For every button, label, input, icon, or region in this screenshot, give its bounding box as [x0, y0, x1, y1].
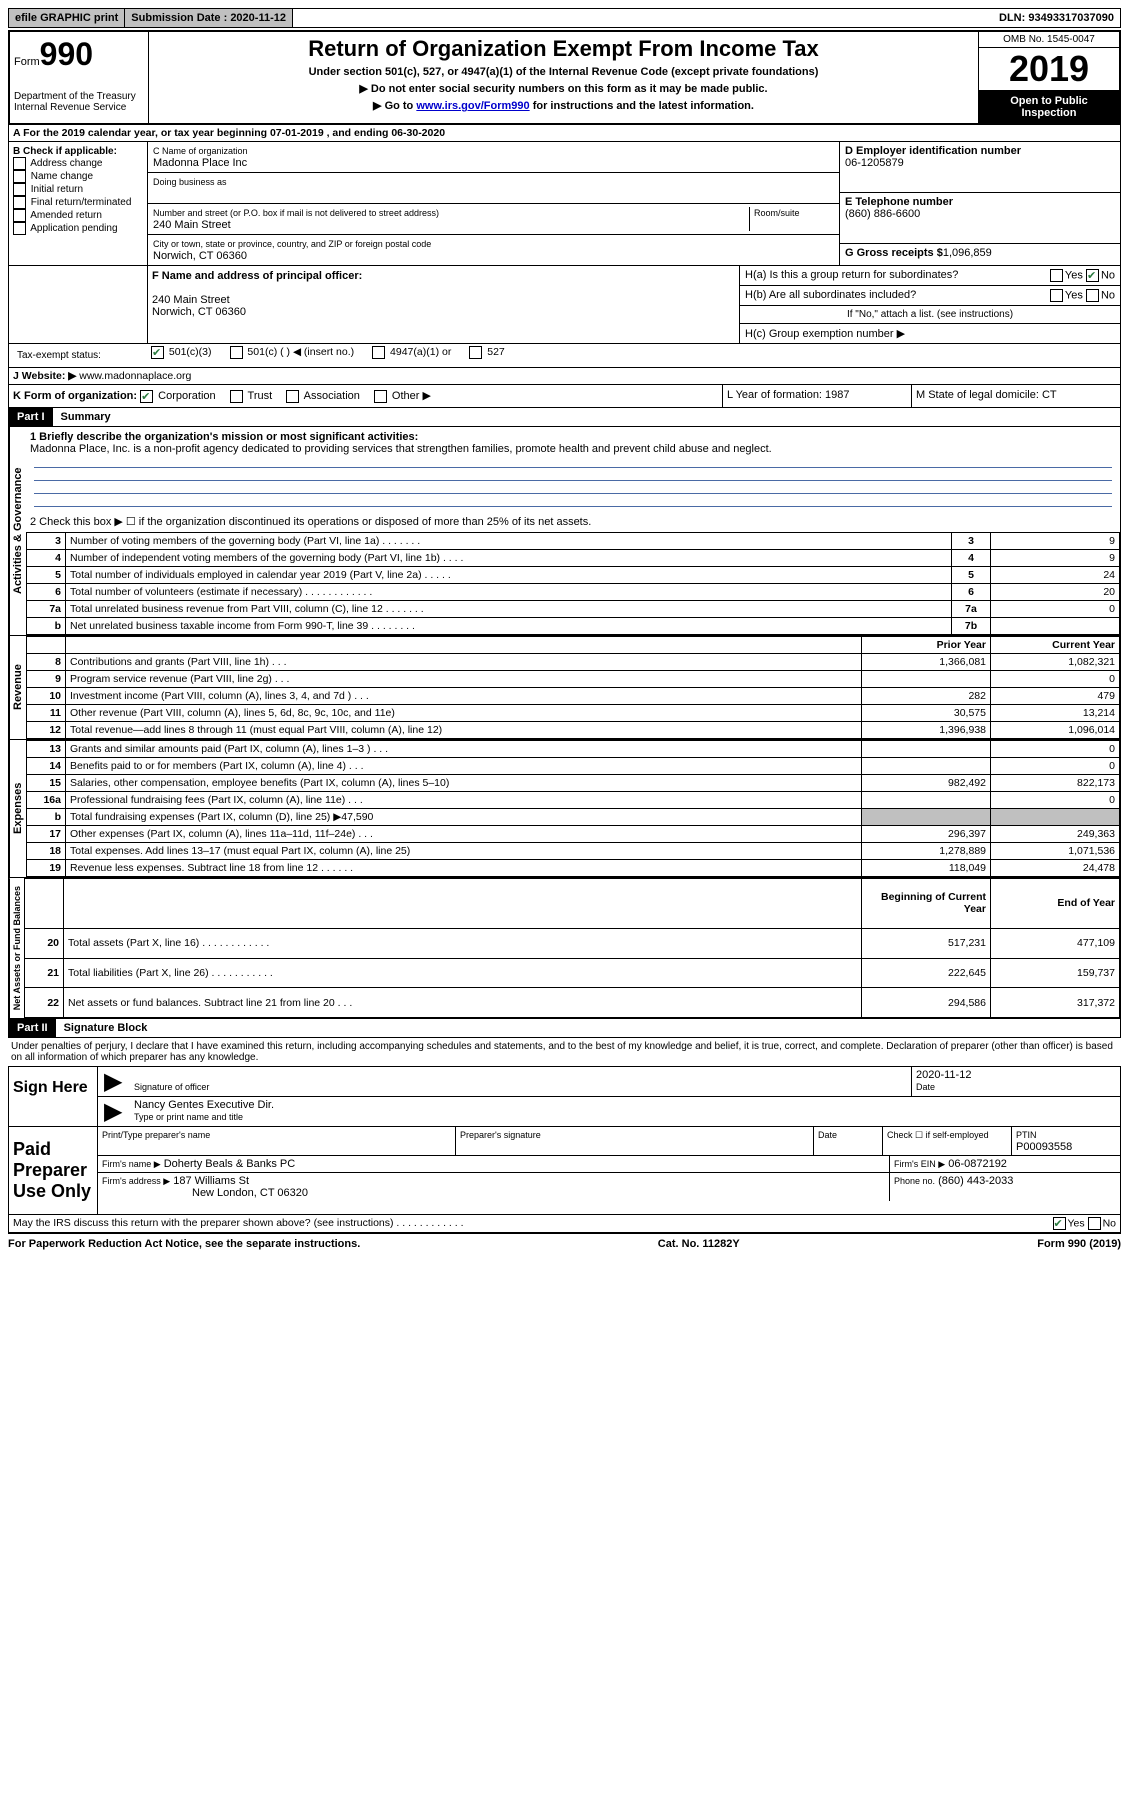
column-d-e-g: D Employer identification number06-12058… — [839, 142, 1120, 265]
mission-text: Madonna Place, Inc. is a non-profit agen… — [30, 443, 772, 455]
section-f-h: F Name and address of principal officer:… — [8, 266, 1121, 344]
discuss-no-checkbox[interactable] — [1088, 1217, 1101, 1230]
open-to-public: Open to Public Inspection — [979, 91, 1119, 123]
subtitle-2: ▶ Do not enter social security numbers o… — [153, 82, 974, 95]
tax-year: 2019 — [979, 48, 1119, 91]
org-address: 240 Main Street — [153, 219, 231, 231]
governance-label: Activities & Governance — [9, 427, 26, 635]
governance-block: Activities & Governance 1 Briefly descri… — [8, 427, 1121, 636]
column-b: B Check if applicable: Address change Na… — [9, 142, 148, 265]
expenses-label: Expenses — [9, 740, 26, 877]
netassets-label: Net Assets or Fund Balances — [9, 878, 24, 1018]
section-b-to-g: B Check if applicable: Address change Na… — [8, 142, 1121, 266]
dept-treasury: Department of the Treasury — [14, 91, 144, 102]
line-a: A For the 2019 calendar year, or tax yea… — [8, 125, 1121, 142]
tax-status-checkbox[interactable] — [469, 346, 482, 359]
officer-addr1: 240 Main Street — [152, 294, 230, 306]
submission-date-button[interactable]: Submission Date : 2020-11-12 — [125, 9, 293, 27]
officer-name: Nancy Gentes Executive Dir. — [134, 1099, 274, 1111]
firm-ein: 06-0872192 — [948, 1158, 1007, 1170]
paid-preparer-block: Paid Preparer Use Only Print/Type prepar… — [8, 1127, 1121, 1215]
header-center: Return of Organization Exempt From Incom… — [149, 32, 978, 123]
org-form-checkbox[interactable] — [374, 390, 387, 403]
gross-receipts: 1,096,859 — [943, 247, 992, 259]
top-bar: efile GRAPHIC print Submission Date : 20… — [8, 8, 1121, 28]
irs-link[interactable]: www.irs.gov/Form990 — [416, 100, 529, 112]
dln-label: DLN: 93493317037090 — [993, 9, 1120, 27]
page-footer: For Paperwork Reduction Act Notice, see … — [8, 1233, 1121, 1254]
header-right: OMB No. 1545-0047 2019 Open to Public In… — [978, 32, 1119, 123]
b-checkbox[interactable] — [13, 196, 26, 209]
tax-exempt-row: Tax-exempt status: 501(c)(3) 501(c) ( ) … — [8, 344, 1121, 368]
officer-addr2: Norwich, CT 06360 — [152, 306, 246, 318]
k-l-m-row: K Form of organization: Corporation Trus… — [8, 385, 1121, 408]
netassets-block: Net Assets or Fund Balances Beginning of… — [8, 878, 1121, 1019]
declaration-text: Under penalties of perjury, I declare th… — [8, 1038, 1121, 1066]
firm-name: Doherty Beals & Banks PC — [164, 1158, 295, 1170]
form-number: 990 — [40, 36, 93, 72]
hb-no-checkbox[interactable] — [1086, 289, 1099, 302]
omb-number: OMB No. 1545-0047 — [979, 32, 1119, 48]
subtitle-1: Under section 501(c), 527, or 4947(a)(1)… — [153, 66, 974, 78]
org-form-checkbox[interactable] — [286, 390, 299, 403]
part2-header: Part II Signature Block — [8, 1019, 1121, 1038]
ein-value: 06-1205879 — [845, 157, 904, 169]
tax-status-checkbox[interactable] — [230, 346, 243, 359]
org-city: Norwich, CT 06360 — [153, 250, 247, 262]
tax-status-checkbox[interactable] — [151, 346, 164, 359]
part1-header: Part I Summary — [8, 408, 1121, 427]
b-checkbox[interactable] — [13, 209, 26, 222]
form-header: Form990 Department of the Treasury Inter… — [8, 30, 1121, 125]
firm-phone: (860) 443-2033 — [938, 1175, 1013, 1187]
phone-value: (860) 886-6600 — [845, 208, 920, 220]
org-form-checkbox[interactable] — [230, 390, 243, 403]
b-checkbox[interactable] — [13, 157, 26, 170]
dept-irs: Internal Revenue Service — [14, 102, 144, 113]
b-checkbox[interactable] — [13, 183, 26, 196]
ha-no-checkbox[interactable] — [1086, 269, 1099, 282]
org-name: Madonna Place Inc — [153, 157, 247, 169]
header-left: Form990 Department of the Treasury Inter… — [10, 32, 149, 123]
hb-yes-checkbox[interactable] — [1050, 289, 1063, 302]
revenue-label: Revenue — [9, 636, 26, 739]
year-formation: L Year of formation: 1987 — [722, 385, 911, 407]
expenses-block: Expenses 13Grants and similar amounts pa… — [8, 740, 1121, 878]
tax-status-checkbox[interactable] — [372, 346, 385, 359]
website-link[interactable]: www.madonnaplace.org — [79, 370, 191, 382]
sign-here-block: Sign Here ▶ Signature of officer 2020-11… — [8, 1066, 1121, 1127]
revenue-block: Revenue Prior YearCurrent Year8Contribut… — [8, 636, 1121, 740]
ha-yes-checkbox[interactable] — [1050, 269, 1063, 282]
column-c: C Name of organizationMadonna Place Inc … — [148, 142, 839, 265]
subtitle-3: ▶ Go to www.irs.gov/Form990 for instruct… — [153, 99, 974, 112]
website-row: J Website: ▶ www.madonnaplace.org — [8, 368, 1121, 385]
discuss-row: May the IRS discuss this return with the… — [8, 1215, 1121, 1233]
b-checkbox[interactable] — [13, 170, 26, 183]
state-domicile: M State of legal domicile: CT — [911, 385, 1120, 407]
discuss-yes-checkbox[interactable] — [1053, 1217, 1066, 1230]
firm-addr2: New London, CT 06320 — [192, 1187, 308, 1199]
ptin-value: P00093558 — [1016, 1141, 1072, 1153]
form-title: Return of Organization Exempt From Incom… — [153, 36, 974, 62]
efile-button[interactable]: efile GRAPHIC print — [9, 9, 125, 27]
b-checkbox[interactable] — [13, 222, 26, 235]
firm-addr1: 187 Williams St — [173, 1175, 249, 1187]
form-word: Form — [14, 56, 40, 68]
org-form-checkbox[interactable] — [140, 390, 153, 403]
